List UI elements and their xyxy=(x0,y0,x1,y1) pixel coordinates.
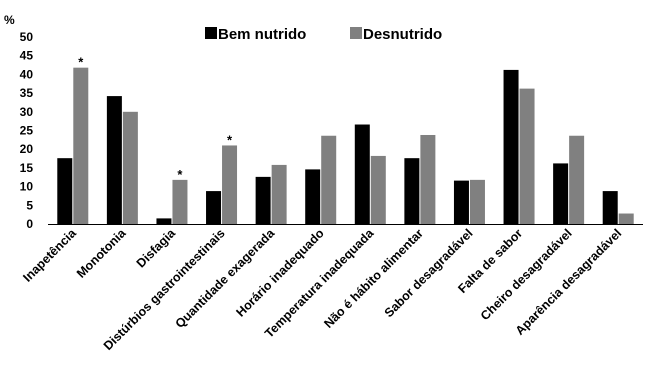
bar-desnutrido-quantidade-exagerada xyxy=(271,164,287,224)
x-category-label-inapetencia: Inapetência xyxy=(20,225,79,284)
y-tick-label: 15 xyxy=(20,161,34,175)
y-tick-label: 25 xyxy=(20,124,34,138)
legend: Bem nutrido Desnutrido xyxy=(205,26,442,43)
bar-desnutrido-falta-de-sabor xyxy=(519,88,535,224)
bar-bem-nutrido-disfagia xyxy=(156,218,172,224)
bar-desnutrido-monotonia xyxy=(122,111,138,224)
significance-markers: * * * xyxy=(78,55,233,182)
legend-label-bem-nutrido: Bem nutrido xyxy=(218,26,306,43)
y-tick-label: 40 xyxy=(20,67,34,81)
x-category-label-aparencia-desagradavel: Aparência desagradável xyxy=(513,226,625,338)
y-tick-label: 30 xyxy=(20,105,34,119)
y-tick-label: 5 xyxy=(26,198,33,212)
bar-bem-nutrido-horario-inadequado xyxy=(305,169,321,224)
bar-desnutrido-nao-e-habito-alimentar xyxy=(420,134,436,224)
legend-label-desnutrido: Desnutrido xyxy=(363,26,442,43)
y-tick-label: 0 xyxy=(26,217,33,231)
bar-bem-nutrido-cheiro-desagradavel xyxy=(553,163,569,224)
x-category-label-monotonia: Monotonia xyxy=(74,225,129,280)
significance-asterisk: * xyxy=(177,167,183,182)
bar-bem-nutrido-aparencia-desagradavel xyxy=(602,191,618,224)
y-tick-label: 35 xyxy=(20,86,34,100)
legend-swatch-desnutrido xyxy=(350,27,362,39)
bar-desnutrido-inapetencia xyxy=(73,67,89,224)
y-tick-label: 50 xyxy=(20,30,34,44)
bar-bem-nutrido-disturbios-gastrointestinais xyxy=(206,191,222,224)
bar-desnutrido-temperatura-inadequada xyxy=(370,155,386,224)
bar-bem-nutrido-sabor-desagradavel xyxy=(453,180,469,224)
bars xyxy=(57,67,634,224)
bar-desnutrido-cheiro-desagradavel xyxy=(569,135,585,224)
x-category-label-sabor-desagradavel: Sabor desagradável xyxy=(382,226,476,320)
bar-bem-nutrido-inapetencia xyxy=(57,158,73,224)
y-tick-label: 45 xyxy=(20,49,34,63)
legend-swatch-bem-nutrido xyxy=(205,27,217,39)
y-axis: 0 5 10 15 20 25 30 35 40 45 50 xyxy=(20,30,34,231)
bar-desnutrido-disturbios-gastrointestinais xyxy=(222,145,238,224)
bar-bem-nutrido-temperatura-inadequada xyxy=(354,124,370,224)
significance-asterisk: * xyxy=(78,55,84,70)
y-tick-label: 20 xyxy=(20,142,34,156)
x-category-label-nao-e-habito-alimentar: Não é hábito alimentar xyxy=(321,226,426,331)
bar-desnutrido-horario-inadequado xyxy=(321,135,337,224)
significance-asterisk: * xyxy=(227,132,233,147)
y-tick-label: 10 xyxy=(20,180,34,194)
x-category-label-disfagia: Disfagia xyxy=(134,225,179,270)
bar-bem-nutrido-quantidade-exagerada xyxy=(255,176,271,224)
x-category-label-quantidade-exagerada: Quantidade exagerada xyxy=(173,225,278,330)
bar-desnutrido-aparencia-desagradavel xyxy=(618,213,634,224)
x-category-label-cheiro-desagradavel: Cheiro desagradável xyxy=(478,226,575,323)
bar-bem-nutrido-falta-de-sabor xyxy=(503,69,519,224)
bar-desnutrido-sabor-desagradavel xyxy=(469,179,485,224)
bar-bem-nutrido-monotonia xyxy=(106,96,122,224)
x-category-label-horario-inadequado: Horário inadequado xyxy=(233,226,327,320)
bar-bem-nutrido-nao-e-habito-alimentar xyxy=(404,158,420,224)
bar-desnutrido-disfagia xyxy=(172,179,188,224)
y-axis-unit-label: % xyxy=(4,13,15,27)
